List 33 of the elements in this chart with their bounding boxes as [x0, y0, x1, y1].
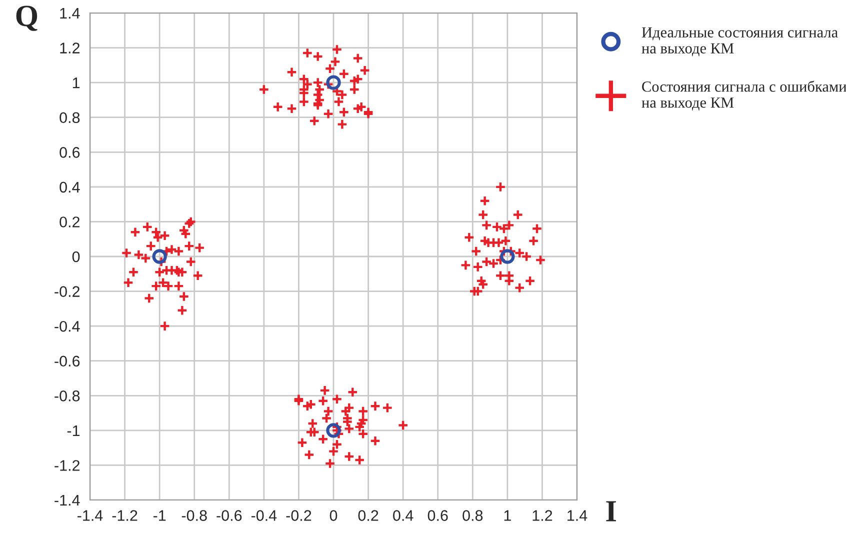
x-axis-title: I — [606, 501, 616, 522]
y-tick-label: -0.4 — [54, 320, 80, 332]
x-tick-label: -1.2 — [112, 510, 138, 521]
y-tick-label: -1.4 — [54, 495, 80, 506]
y-tick-label: -1 — [67, 425, 80, 436]
x-tick-label: -1 — [153, 510, 166, 521]
y-tick-label: -1.2 — [54, 460, 80, 471]
y-tick-label: 0.6 — [60, 147, 80, 158]
y-axis-title: Q — [16, 6, 38, 31]
x-tick-label: 0.2 — [358, 510, 378, 521]
x-tick-label: -0.4 — [251, 510, 277, 521]
legend-label: Идеальные состояния сигнала на выходе КМ — [642, 27, 838, 56]
x-tick-label: 1 — [504, 510, 511, 521]
y-tick-label: 0.2 — [60, 216, 80, 228]
y-tick-label: -0.8 — [54, 390, 80, 402]
y-tick-label: -0.2 — [54, 286, 80, 297]
x-tick-label: -0.2 — [286, 510, 312, 521]
legend-label: Состояния сигнала с ошибками на выходе КМ — [642, 80, 846, 111]
x-tick-label: -0.8 — [182, 510, 207, 521]
x-tick-label: 0.4 — [393, 510, 414, 521]
x-tick-label: 0.8 — [462, 510, 483, 521]
x-tick-label: 0.6 — [428, 510, 448, 521]
y-tick-label: -0.6 — [54, 356, 80, 367]
y-tick-label: 0.8 — [60, 112, 80, 124]
y-tick-label: 1 — [72, 78, 80, 88]
y-tick-label: 0 — [72, 251, 80, 262]
x-tick-label: 1.4 — [568, 510, 588, 521]
x-tick-label: 0 — [330, 510, 338, 521]
y-tick-label: 0.4 — [60, 182, 80, 193]
y-tick-label: 1.2 — [60, 42, 80, 54]
x-tick-label: 1.2 — [532, 510, 552, 521]
y-tick-label: 1.4 — [60, 8, 80, 19]
x-tick-label: -0.6 — [216, 510, 242, 521]
